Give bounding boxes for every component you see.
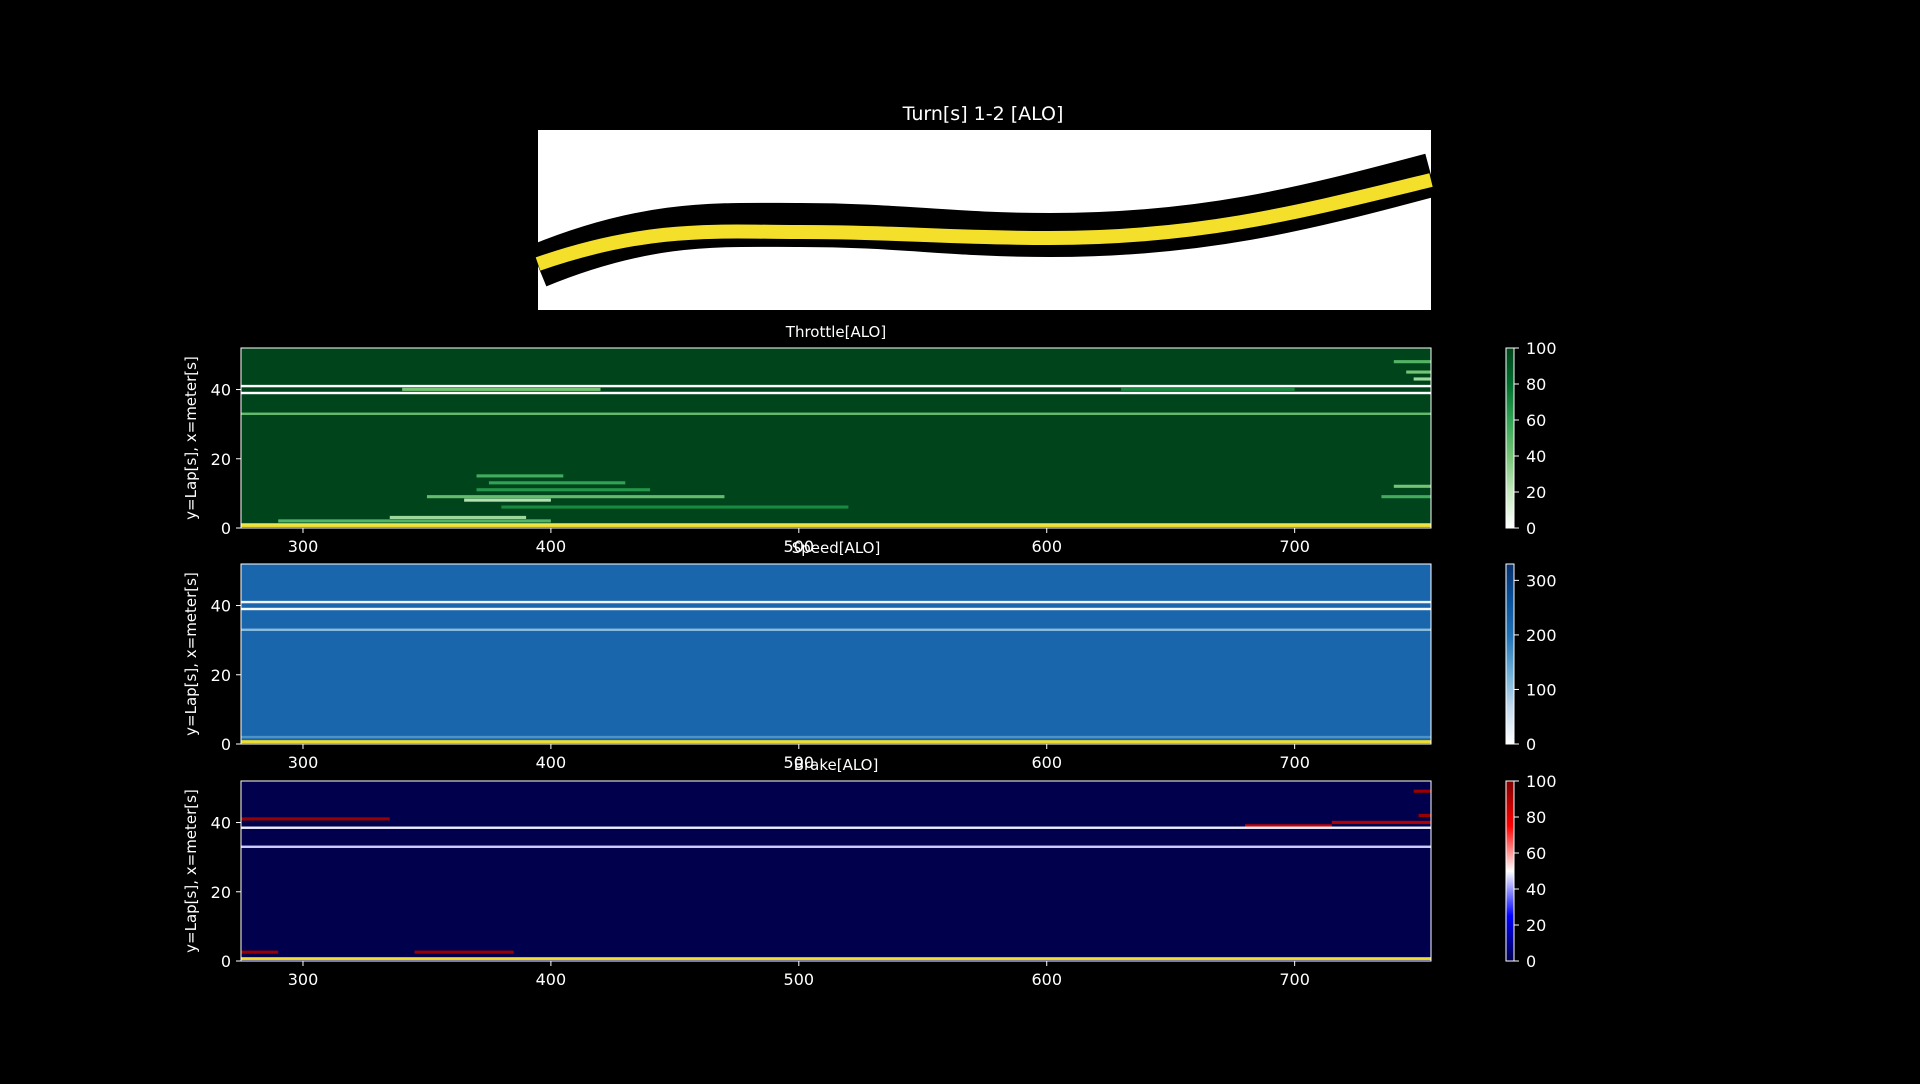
throttle-heatmap-band bbox=[241, 384, 1431, 388]
brake-xtick-label: 300 bbox=[288, 970, 319, 989]
speed-heatmap-band bbox=[241, 600, 1431, 604]
throttle-heatmap-cell bbox=[1393, 484, 1431, 488]
throttle-heatmap-band bbox=[241, 412, 1431, 415]
throttle-lap-zero-line bbox=[241, 524, 1431, 527]
brake-xtick-label: 400 bbox=[536, 970, 567, 989]
speed-ytick-label: 40 bbox=[211, 597, 231, 616]
throttle-panel: Throttle[ALO]300 400 500 600 70002040y=Lap[s… bbox=[182, 323, 1557, 556]
throttle-colorbar-tick-label: 0 bbox=[1526, 519, 1536, 538]
speed-lap-zero-line bbox=[241, 740, 1431, 743]
throttle-heatmap-cell bbox=[476, 488, 651, 492]
brake-heatmap-cell bbox=[1413, 789, 1431, 793]
speed-heatmap-band bbox=[241, 607, 1431, 611]
throttle-axes-frame bbox=[240, 347, 1432, 529]
track-map-panel: Turn[s] 1-2 [ALO] bbox=[529, 103, 1437, 310]
speed-colorbar-tick-label: 200 bbox=[1526, 626, 1557, 645]
brake-colorbar bbox=[1505, 780, 1515, 962]
throttle-heatmap-cell bbox=[1393, 360, 1431, 364]
brake-colorbar-tick-label: 80 bbox=[1526, 808, 1546, 827]
brake-xtick-label: 700 bbox=[1279, 970, 1310, 989]
throttle-heatmap-cell bbox=[1406, 370, 1431, 374]
brake-ytick-label: 20 bbox=[211, 883, 231, 902]
throttle-xtick-label: 700 bbox=[1279, 537, 1310, 556]
throttle-heatmap-base bbox=[241, 348, 1431, 528]
throttle-ytick-label: 40 bbox=[211, 381, 231, 400]
throttle-ytick-label: 20 bbox=[211, 450, 231, 469]
throttle-heatmap-band bbox=[241, 391, 1431, 395]
speed-colorbar bbox=[1505, 563, 1515, 745]
throttle-heatmap-cell bbox=[389, 515, 527, 519]
brake-axes-frame bbox=[240, 780, 1432, 962]
throttle-heatmap-cell bbox=[1121, 387, 1295, 391]
brake-heatmap-cell bbox=[1331, 820, 1431, 824]
brake-xtick-label: 600 bbox=[1031, 970, 1062, 989]
throttle-xtick-label: 400 bbox=[536, 537, 567, 556]
speed-axes-frame bbox=[240, 563, 1432, 745]
brake-heatmap-band bbox=[241, 845, 1431, 848]
throttle-heatmap-cell bbox=[476, 474, 564, 478]
brake-heatmap-base bbox=[241, 781, 1431, 961]
speed-heatmap-band bbox=[241, 628, 1431, 631]
brake-heatmap-cell bbox=[414, 950, 514, 954]
brake-heatmap-cell bbox=[241, 817, 390, 821]
brake-colorbar-tick-label: 60 bbox=[1526, 844, 1546, 863]
throttle-heatmap-cell bbox=[1381, 495, 1431, 499]
brake-colorbar-tick-label: 100 bbox=[1526, 772, 1557, 791]
throttle-heatmap-cell bbox=[464, 498, 551, 502]
brake-ytick-label: 40 bbox=[211, 814, 231, 833]
brake-heatmap-cell bbox=[1245, 824, 1332, 828]
speed-colorbar-tick-label: 300 bbox=[1526, 571, 1557, 590]
throttle-heatmap-cell bbox=[488, 481, 626, 485]
track-map-racing-line bbox=[535, 173, 1433, 271]
throttle-xtick-label: 500 bbox=[784, 537, 815, 556]
brake-heatmap-cell bbox=[241, 950, 279, 954]
speed-ylabel: y=Lap[s], x=meter[s] bbox=[182, 572, 200, 736]
brake-xtick-label: 500 bbox=[784, 970, 815, 989]
speed-heatmap-band bbox=[241, 735, 1431, 739]
track-map-title: Turn[s] 1-2 [ALO] bbox=[902, 103, 1064, 125]
throttle-ytick-label: 0 bbox=[221, 519, 231, 538]
throttle-colorbar-tick-label: 20 bbox=[1526, 483, 1546, 502]
brake-title: Brake[ALO] bbox=[794, 756, 879, 774]
speed-xtick-label: 500 bbox=[784, 753, 815, 772]
throttle-heatmap-cell bbox=[402, 387, 601, 391]
speed-xtick-label: 700 bbox=[1279, 753, 1310, 772]
speed-xtick-label: 300 bbox=[288, 753, 319, 772]
throttle-heatmap-cell bbox=[278, 519, 551, 523]
throttle-heatmap-cell bbox=[1413, 377, 1431, 381]
heatmap-panels: Throttle[ALO]300 400 500 600 70002040y=Lap[s… bbox=[182, 323, 1557, 989]
brake-lap-zero-line bbox=[241, 957, 1431, 960]
brake-panel: Brake[ALO]300 400 500 600 70002040y=Lap[s], … bbox=[182, 756, 1557, 989]
speed-colorbar-tick-label: 0 bbox=[1526, 735, 1536, 754]
speed-colorbar-tick-label: 100 bbox=[1526, 680, 1557, 699]
throttle-colorbar bbox=[1505, 347, 1515, 529]
speed-xtick-label: 400 bbox=[536, 753, 567, 772]
throttle-colorbar-tick-label: 100 bbox=[1526, 339, 1557, 358]
throttle-colorbar-tick-label: 40 bbox=[1526, 447, 1546, 466]
throttle-colorbar-tick-label: 60 bbox=[1526, 411, 1546, 430]
throttle-heatmap-cell bbox=[426, 495, 725, 499]
speed-ytick-label: 20 bbox=[211, 666, 231, 685]
throttle-heatmap-cell bbox=[501, 505, 849, 509]
brake-ylabel: y=Lap[s], x=meter[s] bbox=[182, 789, 200, 953]
brake-colorbar-tick-label: 40 bbox=[1526, 880, 1546, 899]
speed-xtick-label: 600 bbox=[1031, 753, 1062, 772]
throttle-xtick-label: 600 bbox=[1031, 537, 1062, 556]
throttle-title: Throttle[ALO] bbox=[785, 323, 886, 341]
brake-colorbar-tick-label: 20 bbox=[1526, 916, 1546, 935]
speed-title: Speed[ALO] bbox=[792, 539, 881, 557]
speed-ytick-label: 0 bbox=[221, 735, 231, 754]
brake-colorbar-tick-label: 0 bbox=[1526, 952, 1536, 971]
throttle-xtick-label: 300 bbox=[288, 537, 319, 556]
brake-ytick-label: 0 bbox=[221, 952, 231, 971]
speed-heatmap-base bbox=[241, 564, 1431, 744]
throttle-colorbar-tick-label: 80 bbox=[1526, 375, 1546, 394]
throttle-ylabel: y=Lap[s], x=meter[s] bbox=[182, 356, 200, 520]
speed-panel: Speed[ALO] 300 400 500 600 700 0 20 40 y=Lap[s], … bbox=[182, 539, 1557, 772]
brake-heatmap-band bbox=[241, 826, 1431, 829]
brake-heatmap-cell bbox=[1418, 813, 1431, 817]
